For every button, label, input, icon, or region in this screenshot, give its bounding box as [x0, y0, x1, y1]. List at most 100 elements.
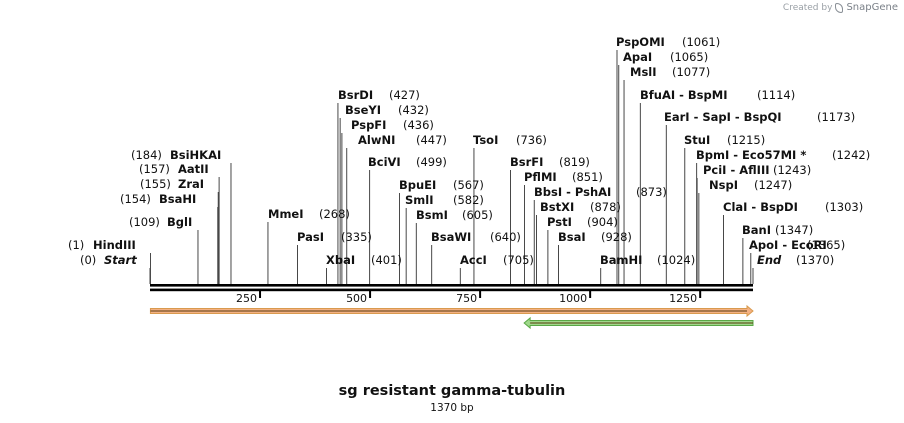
site-name-bcivi[interactable]: BciVI	[368, 155, 401, 169]
site-name-bbsi-pshai[interactable]: BbsI - PshAI	[534, 185, 611, 199]
site-name-bsahi[interactable]: BsaHI	[159, 192, 196, 206]
site-labels: Start (0)HindIII (1) BglI (109) BsaHI (154) Zra…	[68, 35, 870, 267]
ruler-tick-label: 250	[236, 292, 257, 305]
map-length: 1370 bp	[430, 402, 474, 414]
site-position-bfuai-bspmi: (1114)	[757, 88, 795, 102]
site-position-psti: (904)	[587, 215, 618, 229]
site-name-pspomi[interactable]: PspOMI	[616, 35, 665, 49]
site-name-apai[interactable]: ApaI	[623, 50, 652, 64]
site-position-pcii-afliii: (1243)	[773, 163, 811, 177]
site-position-bamhi: (1024)	[657, 253, 695, 267]
site-position-bsrfi: (819)	[559, 155, 590, 169]
site-position-clai-bspdi: (1303)	[825, 200, 863, 214]
site-position-alwni: (447)	[416, 133, 447, 147]
credit-prefix: Created by	[782, 2, 833, 13]
site-name-bsrfi[interactable]: BsrFI	[510, 155, 543, 169]
site-name-bamhi[interactable]: BamHI	[600, 253, 642, 267]
backbone-top-strand	[150, 284, 753, 287]
site-position-bpuei: (567)	[453, 178, 484, 192]
site-name-acci[interactable]: AccI	[460, 253, 487, 267]
site-position-tsoi: (736)	[516, 133, 547, 147]
site-name-bgli[interactable]: BglI	[167, 215, 192, 229]
site-position-bsmi: (605)	[462, 208, 493, 222]
site-name-bsihkai[interactable]: BsiHKAI	[170, 148, 221, 162]
map-title: sg resistant gamma-tubulin	[338, 383, 566, 399]
site-name-zrai[interactable]: ZraI	[178, 177, 204, 191]
site-position-nspi: (1247)	[754, 178, 792, 192]
site-position-aatii: (157)	[139, 162, 170, 176]
ruler-tick-label: 1000	[559, 292, 587, 305]
site-position-hindiii: (1)	[68, 238, 84, 252]
site-position-end: (1370)	[796, 253, 834, 267]
site-position-bbsi-pshai: (873)	[636, 185, 667, 199]
site-name-xbai[interactable]: XbaI	[326, 253, 355, 267]
site-name-pspfi[interactable]: PspFI	[351, 118, 386, 132]
site-position-bstxi: (878)	[590, 200, 621, 214]
site-position-bani: (1347)	[775, 223, 813, 237]
ruler-ticks: 250 500 750 1000 1250	[236, 291, 702, 305]
site-position-smli: (582)	[453, 193, 484, 207]
ruler-tick	[699, 291, 702, 298]
site-position-acci: (705)	[503, 253, 534, 267]
site-position-stui: (1215)	[727, 133, 765, 147]
ruler-tick	[259, 291, 262, 298]
site-position-start: (0)	[80, 253, 96, 267]
site-name-nspi[interactable]: NspI	[709, 178, 738, 192]
site-position-bsrdi: (427)	[389, 88, 420, 102]
site-name-pflmi[interactable]: PflMI	[524, 170, 557, 184]
site-name-bseyi[interactable]: BseYI	[345, 103, 381, 117]
site-name-aatii[interactable]: AatII	[178, 162, 209, 176]
site-name-bsmi[interactable]: BsmI	[416, 208, 448, 222]
ruler-tick-label: 500	[346, 292, 367, 305]
site-name-stui[interactable]: StuI	[684, 133, 710, 147]
site-name-smli[interactable]: SmlI	[405, 193, 434, 207]
site-position-zrai: (155)	[140, 177, 171, 191]
site-position-pflmi: (851)	[572, 170, 603, 184]
ruler-tick-label: 750	[456, 292, 477, 305]
site-position-mmei: (268)	[319, 207, 350, 221]
site-position-pspfi: (436)	[403, 118, 434, 132]
feature-arrows	[149, 304, 754, 330]
site-name-start[interactable]: Start	[104, 253, 137, 267]
site-leader-lines	[149, 50, 754, 284]
site-name-msli[interactable]: MslI	[630, 65, 657, 79]
site-name-bsai[interactable]: BsaI	[558, 230, 586, 244]
site-name-eari-sapi-bspqi[interactable]: EarI - SapI - BspQI	[664, 110, 782, 124]
site-position-bseyi: (432)	[398, 103, 429, 117]
ruler-tick	[589, 291, 592, 298]
site-position-bsawi: (640)	[490, 230, 521, 244]
site-name-end[interactable]: End	[757, 253, 782, 267]
site-position-bcivi: (499)	[416, 155, 447, 169]
site-name-alwni[interactable]: AlwNI	[358, 133, 395, 147]
sequence-backbone	[150, 284, 753, 292]
site-name-clai-bspdi[interactable]: ClaI - BspDI	[723, 200, 798, 214]
site-position-bsahi: (154)	[120, 192, 151, 206]
site-position-bpmi-eco57mi: (1242)	[832, 148, 870, 162]
site-name-bsrdi[interactable]: BsrDI	[338, 88, 373, 102]
site-name-bpmi-eco57mi[interactable]: BpmI - Eco57MI *	[696, 148, 806, 162]
ruler-tick-label: 1250	[669, 292, 697, 305]
site-name-bani[interactable]: BanI	[742, 223, 771, 237]
site-name-bstxi[interactable]: BstXI	[540, 200, 574, 214]
site-name-mmei[interactable]: MmeI	[268, 207, 304, 221]
site-name-bpuei[interactable]: BpuEI	[399, 178, 436, 192]
site-name-bsawi[interactable]: BsaWI	[431, 230, 471, 244]
site-name-bfuai-bspmi[interactable]: BfuAI - BspMI	[640, 88, 727, 102]
ruler-tick	[479, 291, 482, 298]
site-position-pasi: (335)	[341, 230, 372, 244]
ruler-tick	[369, 291, 372, 298]
site-position-pspomi: (1061)	[682, 35, 720, 49]
snapgene-logo-icon	[835, 2, 844, 13]
site-name-psti[interactable]: PstI	[547, 215, 572, 229]
site-position-eari-sapi-bspqi: (1173)	[817, 110, 855, 124]
snapgene-credit: Created by SnapGene	[783, 2, 898, 13]
site-name-pasi[interactable]: PasI	[297, 230, 324, 244]
site-name-hindiii[interactable]: HindIII	[93, 238, 136, 252]
backbone-bottom-strand	[150, 288, 753, 292]
site-name-apoi-ecori[interactable]: ApoI - EcoRI	[749, 238, 827, 252]
site-position-msli: (1077)	[672, 65, 710, 79]
site-name-tsoi[interactable]: TsoI	[473, 133, 498, 147]
site-name-pcii-afliii[interactable]: PciI - AflIII	[703, 163, 770, 177]
credit-brand: SnapGene	[846, 2, 898, 13]
